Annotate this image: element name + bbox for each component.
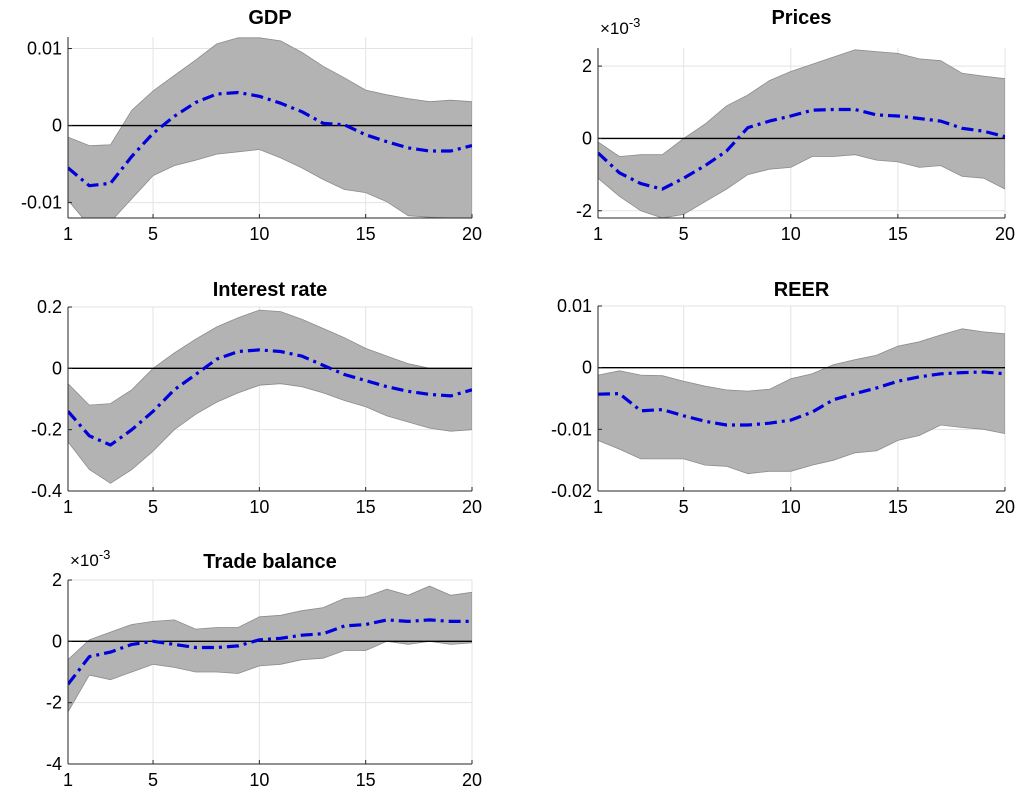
x-tick-label: 15 — [356, 497, 376, 517]
x-tick-label: 20 — [995, 497, 1015, 517]
x-tick-label: 15 — [888, 497, 908, 517]
y-tick-label: 0 — [582, 128, 592, 148]
y-tick-label: -0.01 — [551, 419, 592, 439]
median-response-line — [598, 370, 1005, 427]
confidence-band — [68, 309, 472, 484]
x-tick-label: 5 — [679, 224, 689, 244]
y-tick-label: 0.2 — [37, 297, 62, 317]
x-tick-label: 1 — [593, 224, 603, 244]
axis-exponent-label: ×10-3 — [70, 547, 110, 570]
confidence-band — [598, 328, 1005, 475]
chart-title: Prices — [771, 7, 831, 29]
y-tick-label: -0.01 — [21, 193, 62, 213]
chart-title: Interest rate — [213, 279, 328, 301]
y-tick-label: 0.01 — [27, 39, 62, 59]
median-response-line — [68, 348, 472, 447]
y-tick-label: 2 — [582, 56, 592, 76]
x-tick-label: 20 — [995, 224, 1015, 244]
x-tick-label: 10 — [249, 770, 269, 790]
chart-panel-5: 1 5 10 15 20-4-202×10-3 Trade balance — [46, 547, 482, 790]
x-tick-label: 5 — [148, 770, 158, 790]
median-response-line — [598, 107, 1005, 191]
x-tick-label: 10 — [249, 497, 269, 517]
x-tick-label: 15 — [356, 770, 376, 790]
y-tick-label: 0 — [52, 358, 62, 378]
chart-title: GDP — [248, 7, 291, 29]
y-tick-label: 0 — [52, 631, 62, 651]
y-tick-label: 2 — [52, 570, 62, 590]
x-tick-label: 20 — [462, 497, 482, 517]
x-tick-label: 15 — [888, 224, 908, 244]
median-response-line — [68, 618, 472, 686]
axis-exponent-power: -3 — [99, 547, 111, 562]
x-tick-label: 1 — [593, 497, 603, 517]
x-tick-label: 20 — [462, 770, 482, 790]
x-tick-label: 10 — [249, 224, 269, 244]
x-tick-label: 1 — [63, 497, 73, 517]
y-tick-label: -4 — [46, 754, 62, 774]
x-tick-label: 20 — [462, 224, 482, 244]
confidence-band — [68, 37, 472, 218]
y-tick-label: 0 — [582, 358, 592, 378]
x-tick-label: 1 — [63, 770, 73, 790]
x-tick-label: 5 — [148, 497, 158, 517]
chart-title: Trade balance — [203, 551, 336, 573]
x-tick-label: 10 — [781, 497, 801, 517]
x-tick-label: 5 — [679, 497, 689, 517]
axis-exponent-label: ×10-3 — [600, 15, 640, 38]
x-tick-label: 1 — [63, 224, 73, 244]
x-tick-label: 5 — [148, 224, 158, 244]
y-tick-label: -0.4 — [31, 481, 62, 501]
y-tick-label: 0.01 — [557, 296, 592, 316]
y-tick-label: -0.2 — [31, 420, 62, 440]
y-tick-label: -0.02 — [551, 481, 592, 501]
x-tick-label: 10 — [781, 224, 801, 244]
chart-panel-2: 1 5 10 15 20-202×10-3 Prices — [576, 7, 1015, 244]
x-tick-label: 15 — [356, 224, 376, 244]
y-tick-label: 0 — [52, 116, 62, 136]
y-tick-label: -2 — [576, 201, 592, 221]
median-response-line — [68, 90, 472, 188]
confidence-band — [598, 49, 1005, 218]
confidence-band — [68, 585, 472, 713]
axis-exponent-power: -3 — [629, 15, 641, 30]
chart-title: REER — [774, 279, 830, 301]
y-tick-label: -2 — [46, 693, 62, 713]
